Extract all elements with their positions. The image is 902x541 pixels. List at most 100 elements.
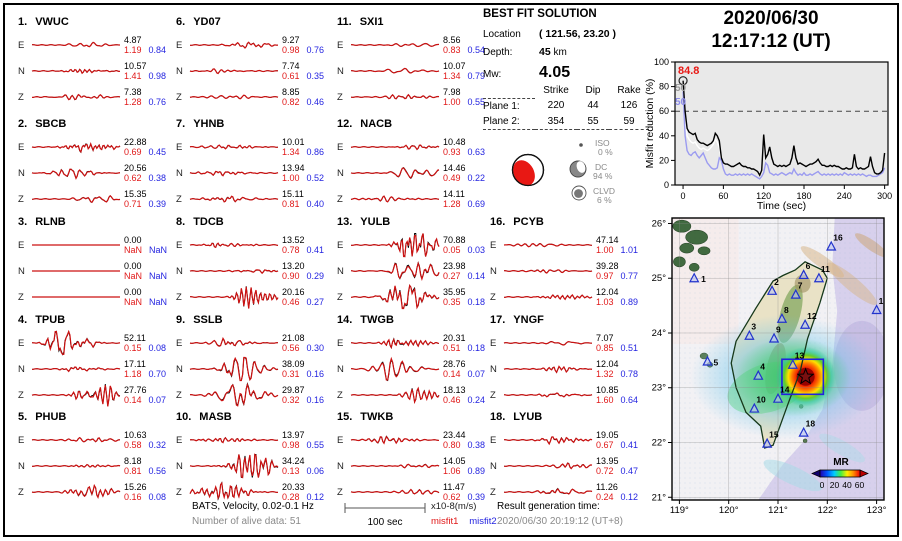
trace-values: 15.35 0.71 0.39 bbox=[124, 189, 166, 209]
misfit2-value: 0.30 bbox=[306, 343, 325, 353]
synthetic-trace bbox=[350, 435, 440, 445]
event-time: 12:17:12 (UT) bbox=[711, 31, 831, 52]
synthetic-trace bbox=[503, 365, 593, 374]
map-lon-label: 119° bbox=[670, 505, 689, 516]
waveform-trace bbox=[190, 286, 279, 309]
synthetic-trace bbox=[190, 41, 279, 49]
station-number: 12. bbox=[337, 118, 353, 130]
amplitude-value: 27.76 bbox=[124, 385, 147, 395]
amplitude-value: 0.00 bbox=[124, 261, 142, 271]
component-label: E bbox=[490, 337, 497, 349]
trace-values: 20.33 0.28 0.12 bbox=[282, 482, 324, 502]
component-row-Z: Z 20.16 0.46 0.27 bbox=[176, 284, 328, 310]
component-label: E bbox=[337, 434, 344, 446]
map-station-marker-9 bbox=[768, 332, 780, 343]
component-label: N bbox=[18, 363, 25, 375]
synthetic-trace bbox=[350, 463, 440, 469]
station-code: SXI1 bbox=[359, 16, 384, 28]
station-number: 14. bbox=[337, 314, 353, 326]
component-row-Z: Z 7.98 1.00 0.55 bbox=[337, 84, 489, 110]
waveform-trace bbox=[189, 242, 279, 249]
amplitude-value: 10.48 bbox=[443, 137, 466, 147]
synthetic-trace bbox=[32, 93, 121, 101]
waveform-trace bbox=[31, 142, 121, 154]
station-block-TWKB: 15. TWKB E 23.44 0.80 0.38 N 14.05 1.06 0.89 Z 11.4… bbox=[337, 407, 489, 505]
misfit2-value: 0.07 bbox=[467, 369, 486, 379]
misfit1-value: 0.67 bbox=[596, 440, 614, 450]
x-tick-label: 0 bbox=[681, 191, 686, 201]
amplitude-value: 7.74 bbox=[282, 61, 300, 71]
station-header: 4. TPUB bbox=[18, 310, 170, 330]
map-station-marker-12 bbox=[799, 318, 811, 329]
y-tick-label: 40 bbox=[659, 131, 669, 141]
misfit1-value: 1.28 bbox=[124, 97, 142, 107]
misfit2-value: 0.69 bbox=[467, 199, 486, 209]
misfit2-value: 0.38 bbox=[467, 440, 486, 450]
amplitude-value: 14.11 bbox=[443, 189, 465, 199]
colorbar-tick-label: 40 bbox=[842, 480, 852, 490]
misfit1-value: 0.62 bbox=[443, 492, 461, 502]
component-row-Z: Z 7.38 1.28 0.76 bbox=[18, 84, 170, 110]
misfit1-value: 1.32 bbox=[596, 369, 614, 379]
synthetic-trace bbox=[189, 453, 279, 479]
map-lat-label: 26° bbox=[652, 218, 667, 229]
station-block-PHUB: 5. PHUB E 10.63 0.58 0.32 N 8.18 0.81 0.56 Z 15.26 0… bbox=[18, 407, 170, 505]
datetime-title: 2020/06/30 12:17:12 (UT) bbox=[646, 7, 896, 53]
component-row-E: E 10.01 1.34 0.86 bbox=[176, 134, 328, 160]
map-station-number: 9 bbox=[776, 324, 781, 334]
misfit1-value: 0.56 bbox=[282, 343, 300, 353]
y-tick-label: 80 bbox=[659, 82, 669, 92]
depth-label: Depth: bbox=[483, 47, 513, 58]
dip-header: Dip bbox=[585, 85, 601, 96]
misfit1-value: 0.31 bbox=[282, 369, 300, 379]
source-region-box bbox=[781, 358, 825, 396]
station-header: 13. YULB bbox=[337, 212, 489, 232]
map-station-marker-5 bbox=[702, 355, 713, 366]
misfit2-value: 0.89 bbox=[620, 297, 639, 307]
trace-values: 8.18 0.81 0.56 bbox=[124, 456, 166, 476]
waveform-trace bbox=[504, 269, 593, 274]
synthetic-trace bbox=[32, 463, 121, 468]
map-lat-label: 21° bbox=[652, 492, 667, 503]
station-block-SXI1: 11. SXI1 E 8.56 0.83 0.54 N 10.07 1.34 0.79 Z 7.98 1… bbox=[337, 12, 489, 110]
map-station-number: 8 bbox=[784, 305, 789, 315]
amplitude-value: 39.28 bbox=[596, 261, 619, 271]
misfit1-value: 1.41 bbox=[124, 71, 142, 81]
misfit1-value: 0.05 bbox=[443, 245, 461, 255]
focal-mechanism-beachball bbox=[511, 153, 545, 186]
misfit1-value: 1.06 bbox=[443, 466, 461, 476]
misfit1-value: 0.72 bbox=[596, 466, 614, 476]
waveform-trace bbox=[189, 269, 279, 275]
misfit2-value: 0.29 bbox=[306, 271, 325, 281]
component-label: E bbox=[490, 434, 497, 446]
y-tick-label: 20 bbox=[659, 155, 669, 165]
waveform-trace bbox=[32, 270, 120, 272]
waveform-trace bbox=[189, 94, 279, 100]
figure-border bbox=[3, 3, 899, 537]
station-header: 10. MASB bbox=[176, 407, 328, 427]
station-code: TPUB bbox=[35, 314, 66, 326]
component-label: E bbox=[337, 239, 344, 251]
amplitude-value: 13.94 bbox=[282, 163, 305, 173]
synthetic-trace bbox=[32, 41, 120, 48]
map-station-number: 18 bbox=[806, 419, 816, 429]
map-station-marker-2 bbox=[766, 285, 778, 295]
amplitude-value: 17.11 bbox=[124, 359, 146, 369]
chart-annotation: 50 bbox=[675, 97, 687, 108]
component-label: E bbox=[176, 434, 183, 446]
map-station-number: 7 bbox=[798, 281, 803, 291]
component-label: E bbox=[176, 39, 183, 51]
location-label: Location bbox=[483, 29, 521, 40]
synthetic-trace bbox=[31, 483, 121, 500]
trace-values: 29.87 0.32 0.16 bbox=[282, 385, 324, 405]
map-station-marker-14 bbox=[772, 392, 784, 403]
station-header: 12. NACB bbox=[337, 114, 489, 134]
amplitude-value: 15.11 bbox=[282, 189, 304, 199]
colorbar-title: MR bbox=[833, 457, 849, 468]
misfit2-legend: misfit2 bbox=[469, 516, 497, 527]
component-row-E: E 70.88 0.05 0.03 bbox=[337, 232, 489, 258]
plane1-label: Plane 1: bbox=[483, 100, 520, 112]
station-number: 7. bbox=[176, 118, 186, 130]
trace-values: 14.11 1.28 0.69 bbox=[443, 189, 485, 209]
